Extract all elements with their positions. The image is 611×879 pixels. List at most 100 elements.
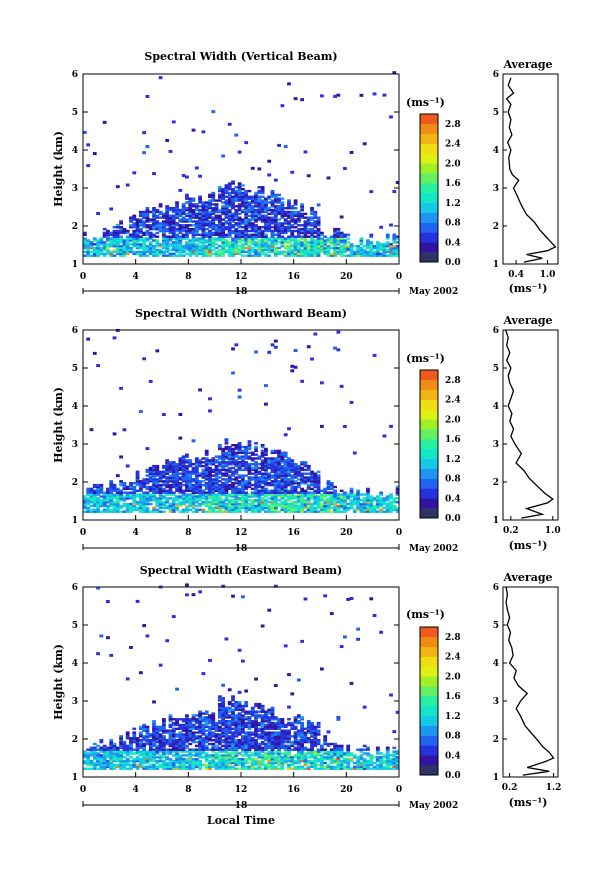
heatmap-cell	[290, 474, 294, 476]
heatmap-cell	[287, 82, 291, 85]
heatmap-cell	[106, 747, 110, 749]
heatmap-cell	[188, 743, 192, 745]
heatmap-cell	[165, 505, 169, 507]
heatmap-cell	[300, 213, 304, 215]
heatmap-cell	[159, 726, 163, 728]
heatmap-cell	[185, 754, 189, 756]
heatmap-cell	[195, 203, 199, 205]
heatmap-cell	[317, 471, 321, 473]
heatmap-cell	[192, 758, 196, 760]
heatmap-cell	[159, 733, 163, 735]
heatmap-cell	[169, 150, 173, 153]
heatmap-cell	[211, 457, 215, 459]
heatmap-cell	[195, 220, 199, 222]
heatmap-cell	[188, 459, 192, 461]
heatmap-cell	[99, 499, 103, 501]
heatmap-cell	[86, 164, 90, 167]
colorbar-swatch	[420, 213, 438, 223]
heatmap-cell	[146, 230, 150, 232]
heatmap-cell	[271, 450, 275, 452]
colorbar-swatch	[420, 370, 438, 380]
heatmap-cell	[182, 718, 186, 720]
heatmap-cell	[86, 752, 90, 754]
heatmap-cell	[307, 217, 311, 219]
heatmap-cell	[231, 709, 235, 711]
heatmap-cell	[119, 455, 123, 458]
heatmap-cell	[93, 237, 97, 239]
heatmap-cell	[225, 461, 229, 463]
heatmap-cell	[215, 722, 219, 724]
heatmap-cell	[182, 758, 186, 760]
heatmap-cell	[267, 173, 271, 176]
heatmap-cell	[313, 236, 317, 238]
heatmap-cell	[218, 444, 222, 446]
heatmap-cell	[281, 251, 285, 253]
heatmap-cell	[208, 749, 212, 751]
heatmap-cell	[113, 226, 117, 228]
heatmap-cell	[356, 245, 360, 247]
heatmap-cell	[336, 331, 340, 334]
heatmap-cell	[126, 731, 130, 733]
heatmap-cell	[234, 209, 238, 211]
heatmap-cell	[300, 467, 304, 469]
y-tick-label: 6	[72, 70, 78, 80]
heatmap-cell	[221, 754, 225, 756]
heatmap-cell	[182, 255, 186, 257]
heatmap-cell	[284, 237, 288, 239]
heatmap-cell	[155, 497, 159, 499]
heatmap-cell	[202, 724, 206, 726]
heatmap-cell	[211, 110, 215, 113]
heatmap-cell	[284, 499, 288, 501]
heatmap-cell	[231, 695, 235, 697]
heatmap-cell	[261, 230, 265, 232]
y-axis-label: Height (km)	[52, 387, 65, 463]
heatmap-cell	[149, 511, 153, 513]
heatmap-cell	[231, 188, 235, 190]
heatmap-cell	[185, 750, 189, 752]
heatmap-cell	[238, 768, 242, 770]
heatmap-cell	[221, 697, 225, 699]
heatmap-cell	[123, 760, 127, 762]
heatmap-cell	[175, 495, 179, 497]
heatmap-cell	[83, 768, 87, 770]
heatmap-cell	[198, 711, 202, 713]
x-tick-label: 16	[287, 528, 300, 538]
heatmap-cell	[313, 333, 317, 336]
heatmap-cell	[271, 490, 275, 492]
heatmap-cell	[90, 505, 94, 507]
heatmap-cell	[323, 236, 327, 238]
heatmap-cell	[284, 226, 288, 228]
heatmap-cell	[195, 237, 199, 239]
heatmap-cell	[290, 369, 294, 372]
heatmap-cell	[155, 349, 159, 352]
heatmap-cell	[323, 488, 327, 490]
heatmap-cell	[221, 728, 225, 730]
heatmap-cell	[221, 684, 225, 687]
heatmap-cell	[146, 750, 150, 752]
heatmap-cell	[267, 351, 271, 354]
heatmap-cell	[198, 459, 202, 461]
heatmap-cell	[155, 232, 159, 234]
heatmap-cell	[310, 222, 314, 224]
heatmap-cell	[162, 501, 166, 503]
heatmap-cell	[192, 224, 196, 226]
heatmap-cell	[313, 239, 317, 241]
heatmap-cell	[169, 249, 173, 251]
heatmap-cell	[211, 743, 215, 745]
heatmap-cell	[257, 722, 261, 724]
heatmap-cell	[231, 237, 235, 239]
heatmap-cell	[146, 447, 150, 450]
heatmap-cell	[304, 217, 308, 219]
heatmap-cell	[241, 230, 245, 232]
heatmap-cell	[389, 425, 393, 428]
heatmap-cell	[119, 480, 123, 482]
heatmap-cell	[241, 455, 245, 457]
x-tick-label: 20	[340, 528, 353, 538]
heatmap-cell	[297, 492, 301, 494]
heatmap-cell	[139, 410, 143, 413]
heatmap-cell	[353, 509, 357, 511]
heatmap-cell	[192, 593, 196, 596]
heatmap-cell	[188, 471, 192, 473]
heatmap-cell	[251, 720, 255, 722]
